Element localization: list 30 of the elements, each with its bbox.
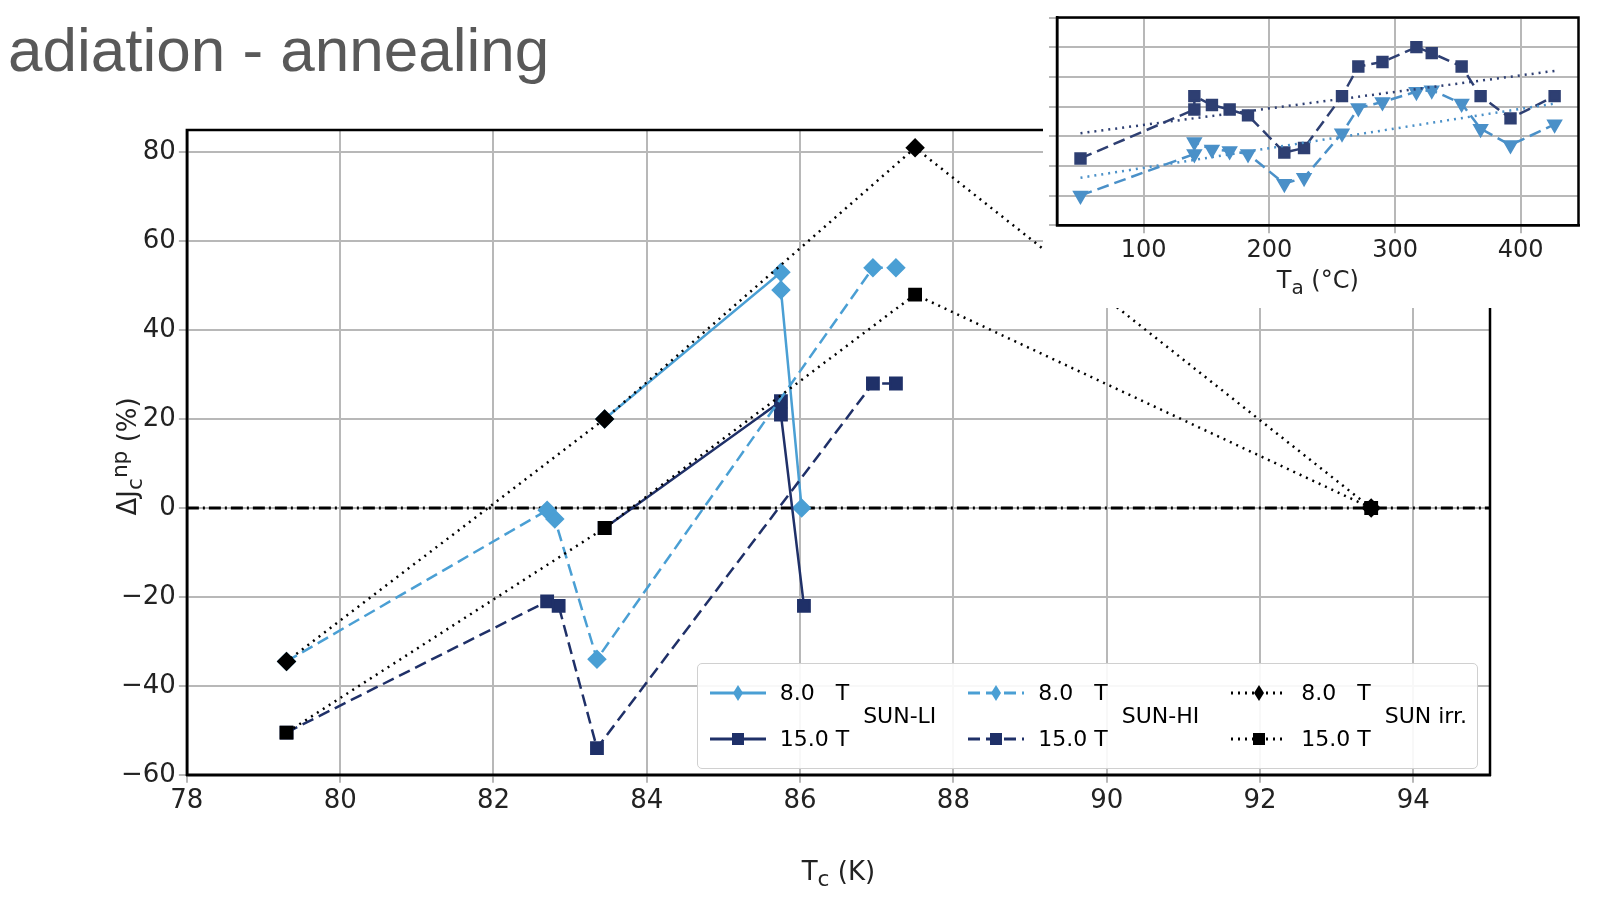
x-tick-label: 82	[476, 784, 511, 815]
x-tick-label: 80	[323, 784, 357, 815]
x-tick-label: 86	[783, 784, 817, 815]
x-tick-label: 84	[630, 784, 664, 815]
x-axis-title: T$_{a}$ (°C)	[1275, 266, 1360, 299]
annotation: SUN irr.	[1384, 703, 1467, 729]
x-tick-label: 92	[1243, 784, 1277, 815]
legend-label: 8.0 T	[779, 680, 850, 706]
y-tick-label: −20	[120, 579, 176, 610]
legend-label: 15.0 T	[1301, 726, 1371, 752]
y-tick-label: −40	[120, 668, 176, 699]
y-tick-label: 60	[142, 223, 176, 254]
y-tick-label: 40	[142, 312, 176, 343]
x-tick-label: 400	[1497, 234, 1544, 263]
legend-label: 8.0 T	[1038, 680, 1108, 706]
x-tick-label: 200	[1246, 234, 1293, 263]
x-tick-label: 90	[1090, 784, 1124, 815]
annotation: SUN-HI	[1121, 703, 1200, 729]
y-tick-label: 80	[142, 134, 176, 165]
x-axis-title: T$_{c}$ (K)	[800, 856, 877, 892]
x-tick-label: 100	[1120, 234, 1167, 263]
legend-label: 15.0 T	[779, 726, 850, 752]
x-tick-label: 300	[1372, 234, 1418, 263]
annotation: SUN-LI	[863, 703, 937, 729]
legend-label: 8.0 T	[1301, 680, 1371, 706]
x-tick-label: 88	[936, 784, 970, 815]
chart-title: adiation - annealing	[8, 14, 550, 85]
y-tick-label: 0	[159, 490, 176, 521]
legend-label: 15.0 T	[1038, 726, 1108, 752]
x-tick-label: 94	[1396, 784, 1430, 815]
